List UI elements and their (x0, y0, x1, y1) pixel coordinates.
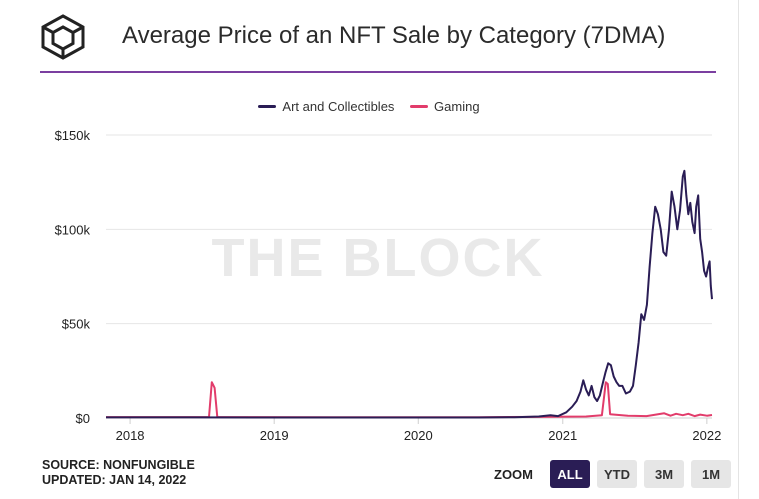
source-note: SOURCE: NONFUNGIBLE UPDATED: JAN 14, 202… (42, 458, 195, 488)
source-text: SOURCE: NONFUNGIBLE (42, 458, 195, 472)
zoom-ytd-button[interactable]: YTD (597, 460, 637, 488)
updated-text: UPDATED: JAN 14, 2022 (42, 473, 187, 487)
legend-label-art: Art and Collectibles (282, 99, 395, 114)
series-line-art (106, 169, 713, 419)
y-tick-label: $150k (55, 128, 91, 143)
x-tick-label: 2022 (692, 428, 721, 443)
chart-plot: THE BLOCK $0$50k$100k$150k 2018 2019 2020 2… (55, 128, 722, 443)
zoom-controls: ZOOM ALL YTD 3M 1M (494, 460, 731, 488)
legend-swatch-gaming (410, 105, 429, 108)
chart-title: Average Price of an NFT Sale by Category… (122, 22, 666, 49)
zoom-label: ZOOM (494, 466, 533, 482)
zoom-3m-button[interactable]: 3M (644, 460, 684, 488)
header-divider (40, 71, 716, 73)
panel-border (738, 0, 739, 499)
cube-logo-icon (41, 14, 85, 60)
watermark: THE BLOCK (212, 228, 545, 288)
legend-item-art[interactable]: Art and Collectibles (258, 99, 394, 114)
chart-legend: Art and Collectibles Gaming (0, 96, 738, 114)
x-tick-label: 2021 (548, 428, 577, 443)
series-line-gaming (106, 381, 713, 419)
legend-label-gaming: Gaming (434, 99, 480, 114)
y-axis-ticks: $0 $50k $100k $150k (55, 128, 91, 426)
y-tick-label: $0 (76, 411, 90, 426)
x-tick-label: 2019 (260, 428, 289, 443)
y-tick-label: $100k (55, 222, 91, 237)
legend-swatch-art (258, 105, 277, 108)
x-axis-ticks: 2018 2019 2020 2021 2022 (116, 418, 721, 443)
series-group (106, 169, 713, 419)
y-tick-label: $50k (62, 317, 91, 332)
chart-header: Average Price of an NFT Sale by Category… (0, 0, 738, 73)
zoom-1m-button[interactable]: 1M (691, 460, 731, 488)
legend-item-gaming[interactable]: Gaming (410, 99, 480, 114)
x-tick-label: 2018 (116, 428, 145, 443)
x-tick-label: 2020 (404, 428, 433, 443)
zoom-all-button[interactable]: ALL (550, 460, 590, 488)
